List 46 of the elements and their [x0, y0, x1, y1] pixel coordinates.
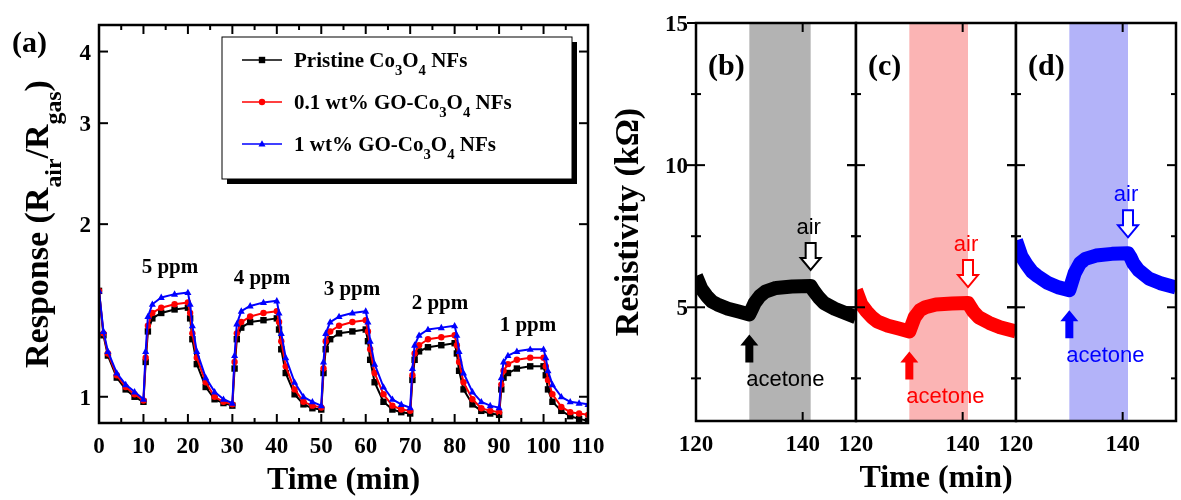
x-tick-label: 140: [785, 431, 820, 456]
text: (b): [708, 48, 745, 82]
x-tick-label: 70: [398, 433, 422, 458]
annotation: acetone: [1066, 342, 1145, 368]
y-tick-label: 1: [79, 384, 91, 410]
y-tick-label: 2: [79, 212, 91, 238]
annotation: air: [1113, 181, 1139, 207]
annotation: 4 ppm: [233, 265, 291, 289]
annotation: 2 ppm: [411, 290, 469, 314]
y-tick-label: 10: [665, 153, 688, 179]
legend-label: 0.1 wt% GO-Co$_{3}$O$_{4}$ NFs: [294, 90, 512, 120]
y-tick-label: 4: [79, 39, 92, 65]
annotation: 1 ppm: [499, 312, 557, 336]
x-tick-label: 90: [487, 433, 511, 458]
x-tick-label: 0: [93, 433, 105, 458]
x-tick-label: 30: [220, 433, 244, 458]
legend-label: Pristine Co$_{3}$O$_{4}$ NFs: [294, 48, 468, 78]
x-tick-label: 50: [309, 433, 333, 458]
x-tick-label: 20: [176, 433, 200, 458]
annotation: 5 ppm: [141, 254, 199, 278]
text: (c): [868, 48, 902, 82]
x-tick-label: 110: [571, 433, 605, 458]
annotation: 3 ppm: [323, 276, 381, 300]
x-tick-label: 100: [526, 433, 561, 458]
chart-title: (a): [12, 25, 47, 59]
x-axis-title: Time (min): [859, 458, 1013, 494]
x-tick-label: 120: [998, 431, 1034, 456]
x-tick-label: 120: [838, 431, 874, 456]
y-tick-label: 15: [665, 11, 688, 36]
legend-label: 1 wt% GO-Co$_{3}$O$_{4}$ NFs: [294, 132, 496, 162]
y-tick-label: 5: [676, 295, 688, 321]
y-tick-label: 3: [79, 111, 91, 137]
x-tick-label: 140: [945, 431, 980, 456]
annotation: air: [796, 213, 821, 239]
x-tick-label: 60: [354, 433, 378, 458]
x-tick-label: 10: [131, 433, 155, 458]
annotation: acetone: [906, 383, 985, 409]
x-tick-label: 120: [678, 431, 714, 456]
y-axis-title: Resistivity (kΩ): [608, 107, 646, 337]
x-axis-title: Time (min): [266, 460, 421, 496]
text: (d): [1028, 48, 1065, 82]
x-tick-label: 80: [443, 433, 467, 458]
x-tick-label: 40: [265, 433, 289, 458]
annotation: air: [953, 231, 979, 257]
x-tick-label: 140: [1105, 431, 1140, 456]
annotation: acetone: [746, 366, 825, 392]
